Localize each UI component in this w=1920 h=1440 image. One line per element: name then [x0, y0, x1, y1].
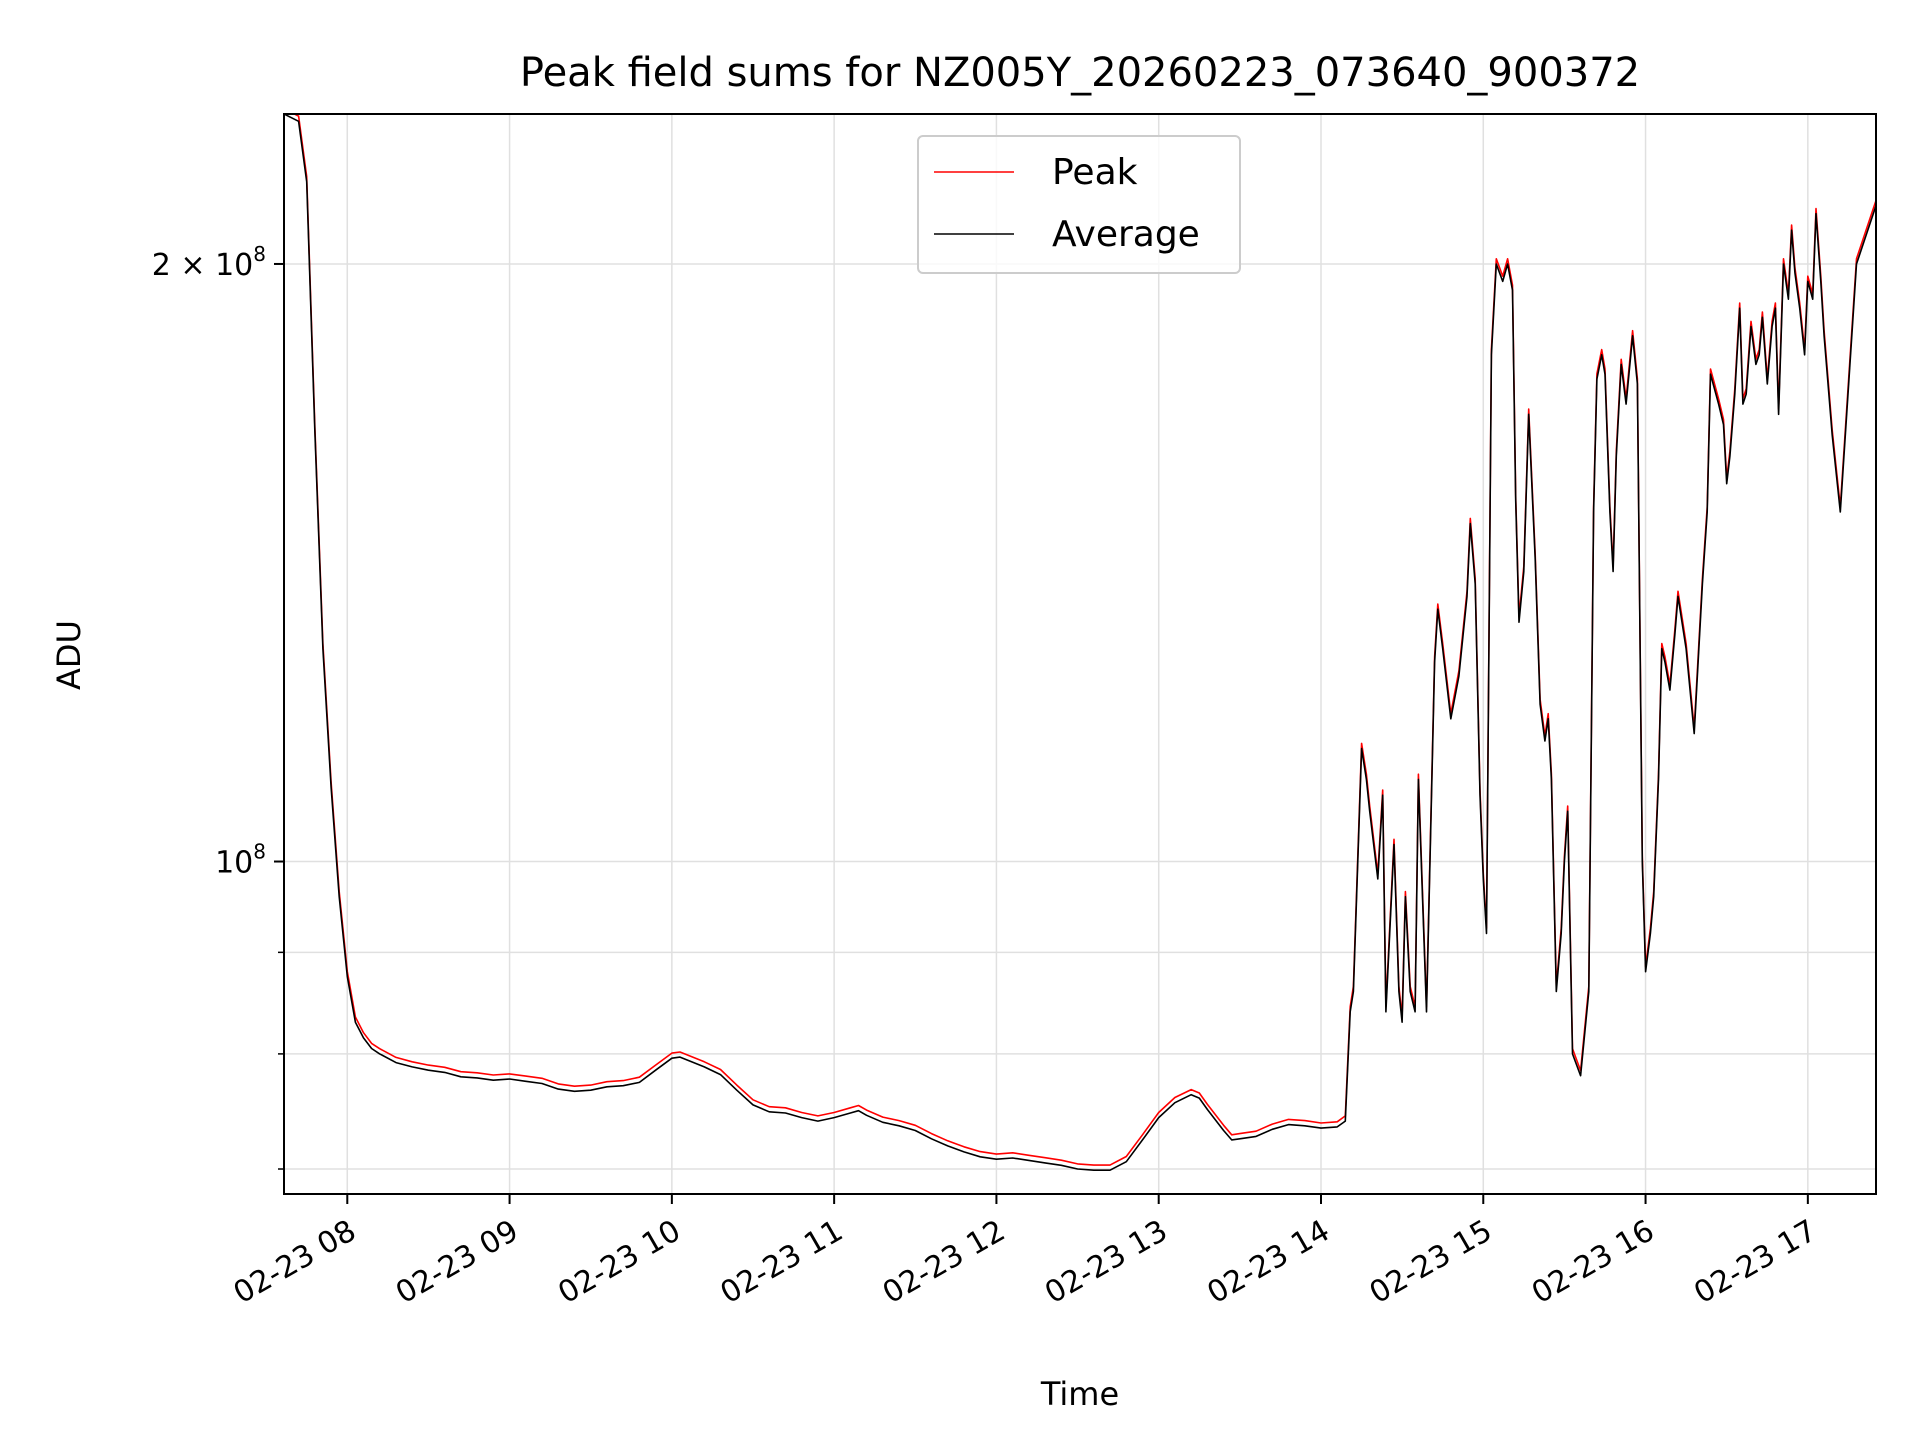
series-line-average	[284, 114, 1876, 1171]
chart-title: Peak field sums for NZ005Y_20260223_0736…	[520, 50, 1640, 96]
x-tick-label: 02-23 15	[1364, 1213, 1498, 1311]
x-tick-label: 02-23 09	[390, 1213, 524, 1311]
legend-box	[917, 135, 1241, 274]
x-axis-label: Time	[1040, 1375, 1119, 1413]
x-tick-label: 02-23 16	[1526, 1213, 1660, 1311]
x-tick-label: 02-23 08	[228, 1213, 362, 1311]
y-axis-label: ADU	[50, 620, 88, 690]
x-tick-label: 02-23 13	[1039, 1213, 1173, 1311]
grid-lines	[284, 114, 1876, 1194]
y-tick-label: 2 × 108	[152, 242, 266, 283]
y-tick-base: 2 × 10	[152, 248, 253, 283]
x-tick-label: 02-23 12	[877, 1213, 1011, 1311]
y-tick-exponent: 8	[253, 840, 266, 864]
x-tick-label: 02-23 17	[1688, 1213, 1822, 1311]
axes-frame	[283, 113, 1877, 1195]
legend: Peak Average	[917, 135, 1241, 274]
series-line-peak	[292, 114, 1876, 1166]
y-tick-exponent: 8	[253, 242, 266, 266]
x-tick-label: 02-23 10	[552, 1213, 686, 1311]
y-tick-base: 10	[215, 846, 253, 881]
y-tick-label: 108	[215, 840, 266, 881]
x-axis: 02-23 08 02-23 09 02-23 10 02-23 11 02-23 12…	[228, 1194, 1823, 1311]
legend-label-peak: Peak	[1052, 152, 1138, 193]
legend-label-average: Average	[1052, 214, 1200, 255]
x-tick-label: 02-23 14	[1201, 1213, 1335, 1311]
series-lines	[284, 114, 1876, 1171]
x-tick-label: 02-23 11	[715, 1213, 849, 1311]
